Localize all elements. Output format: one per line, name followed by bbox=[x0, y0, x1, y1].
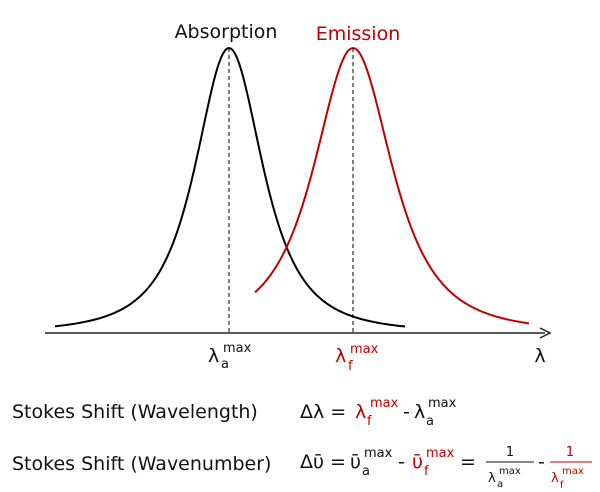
term-sup: max bbox=[364, 446, 393, 461]
term-sup: max bbox=[562, 466, 584, 477]
curve-label: Absorption bbox=[175, 21, 278, 43]
axis-arrow bbox=[539, 327, 552, 339]
term-sub: a bbox=[362, 464, 370, 479]
operator: - bbox=[538, 451, 545, 473]
term-sub: a bbox=[497, 479, 503, 490]
term-base: λ bbox=[355, 401, 366, 423]
operator: - bbox=[398, 451, 405, 473]
term-base: ῡ bbox=[350, 451, 361, 473]
term-sub: f bbox=[367, 414, 372, 429]
term-sub: f bbox=[424, 464, 429, 479]
peak-label-sup: max bbox=[350, 342, 379, 357]
curve-label: Emission bbox=[316, 23, 401, 45]
equation-lhs: Δλ = bbox=[300, 401, 346, 423]
term-base: ῡ bbox=[412, 451, 423, 473]
peak-label-sup: max bbox=[223, 341, 252, 356]
term-sup: max bbox=[428, 396, 457, 411]
peak-label-base: λ bbox=[335, 345, 346, 367]
peak-label-sub: f bbox=[348, 359, 353, 374]
equation-lhs: Δῡ = bbox=[300, 451, 346, 473]
term-sup: max bbox=[499, 466, 521, 477]
peak-label-base: λ bbox=[208, 345, 219, 367]
absorption-curve bbox=[54, 46, 406, 328]
term-base: λ bbox=[414, 401, 425, 423]
term-sub: f bbox=[560, 480, 564, 491]
peak-label-sub: a bbox=[221, 357, 229, 372]
term-sub: a bbox=[426, 414, 434, 429]
fraction-numerator: 1 bbox=[506, 445, 514, 460]
equation-name: Stokes Shift (Wavenumber) bbox=[12, 453, 271, 475]
term-base: λ bbox=[488, 471, 496, 486]
operator: - bbox=[403, 401, 410, 423]
term-base: λ bbox=[551, 471, 559, 486]
operator: = bbox=[460, 451, 476, 473]
axis-label: λ bbox=[534, 345, 545, 367]
term-sup: max bbox=[426, 446, 455, 461]
fraction-numerator: 1 bbox=[566, 445, 574, 460]
emission-curve bbox=[254, 46, 530, 325]
equation-name: Stokes Shift (Wavelength) bbox=[12, 401, 258, 423]
term-sup: max bbox=[370, 396, 399, 411]
